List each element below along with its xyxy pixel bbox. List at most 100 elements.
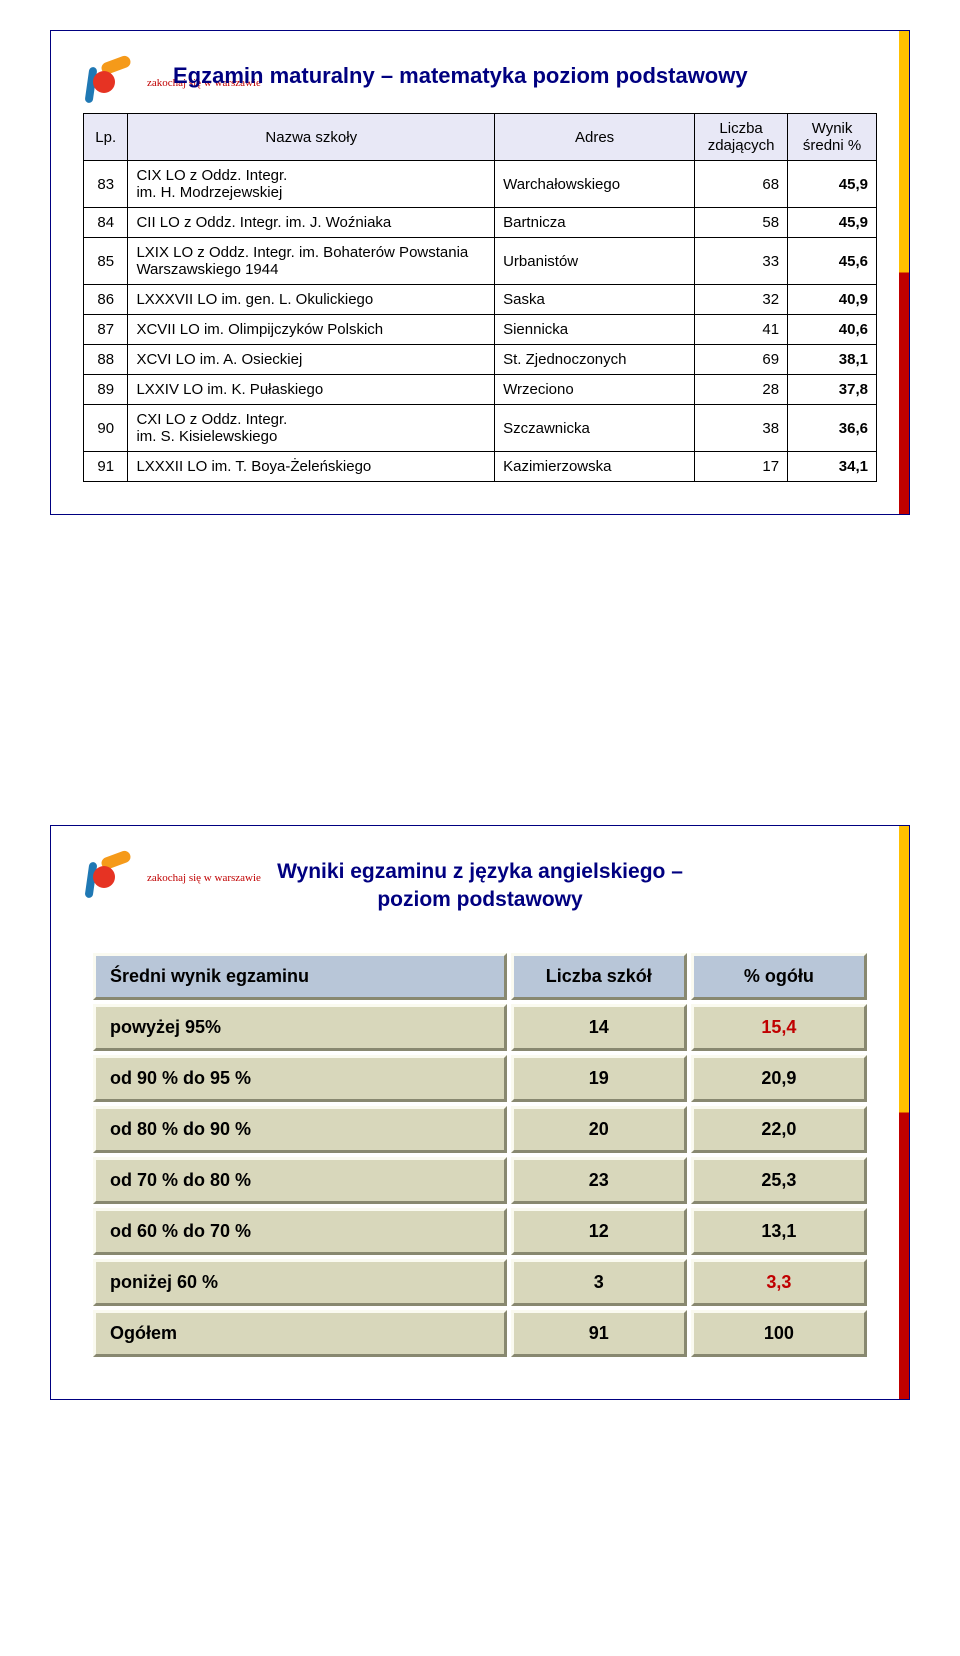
cell-lp: 84 bbox=[84, 208, 128, 238]
cell-count: 58 bbox=[695, 208, 788, 238]
cell-addr: Bartnicza bbox=[495, 208, 695, 238]
cell-lp: 88 bbox=[84, 345, 128, 375]
card-title: Wyniki egzaminu z języka angielskiego – … bbox=[83, 858, 877, 915]
cell-pct: 22,0 bbox=[691, 1106, 867, 1153]
card-title: Egzamin maturalny – matematyka poziom po… bbox=[173, 63, 877, 89]
accent-bar bbox=[899, 826, 909, 1399]
cell-schools: 14 bbox=[511, 1004, 687, 1051]
table-row: 87XCVII LO im. Olimpijczyków PolskichSie… bbox=[84, 315, 877, 345]
cell-range: od 70 % do 80 % bbox=[93, 1157, 507, 1204]
cell-name: CXI LO z Oddz. Integr.im. S. Kisielewski… bbox=[128, 405, 495, 452]
table-row: 83CIX LO z Oddz. Integr.im. H. Modrzejew… bbox=[84, 161, 877, 208]
col-schools: Liczba szkół bbox=[511, 953, 687, 1000]
col-count: Liczba zdających bbox=[695, 114, 788, 161]
cell-pct: 20,9 bbox=[691, 1055, 867, 1102]
table-row: poniżej 60 %33,3 bbox=[93, 1259, 867, 1306]
table-row: 85LXIX LO z Oddz. Integr. im. Bohaterów … bbox=[84, 238, 877, 285]
cell-name: LXXXVII LO im. gen. L. Okulickiego bbox=[128, 285, 495, 315]
cell-addr: Siennicka bbox=[495, 315, 695, 345]
cell-range: poniżej 60 % bbox=[93, 1259, 507, 1306]
card-english-exam: zakochaj się w warszawie Wyniki egzaminu… bbox=[50, 825, 910, 1400]
cell-addr: Wrzeciono bbox=[495, 375, 695, 405]
cell-count: 17 bbox=[695, 452, 788, 482]
cell-schools: 91 bbox=[511, 1310, 687, 1357]
cell-range: Ogółem bbox=[93, 1310, 507, 1357]
col-name: Nazwa szkoły bbox=[128, 114, 495, 161]
cell-name: XCVII LO im. Olimpijczyków Polskich bbox=[128, 315, 495, 345]
cell-addr: Saska bbox=[495, 285, 695, 315]
cell-avg: 45,6 bbox=[788, 238, 877, 285]
cell-addr: Szczawnicka bbox=[495, 405, 695, 452]
cell-name: LXIX LO z Oddz. Integr. im. Bohaterów Po… bbox=[128, 238, 495, 285]
cell-count: 33 bbox=[695, 238, 788, 285]
table-row: 91LXXXII LO im. T. Boya-ŻeleńskiegoKazim… bbox=[84, 452, 877, 482]
cell-addr: Urbanistów bbox=[495, 238, 695, 285]
cell-count: 28 bbox=[695, 375, 788, 405]
cell-schools: 20 bbox=[511, 1106, 687, 1153]
cell-pct: 100 bbox=[691, 1310, 867, 1357]
cell-pct: 15,4 bbox=[691, 1004, 867, 1051]
cell-avg: 38,1 bbox=[788, 345, 877, 375]
table-head-row: Lp. Nazwa szkoły Adres Liczba zdających … bbox=[84, 114, 877, 161]
cell-addr: Kazimierzowska bbox=[495, 452, 695, 482]
cell-name: CIX LO z Oddz. Integr.im. H. Modrzejewsk… bbox=[128, 161, 495, 208]
cell-addr: Warchałowskiego bbox=[495, 161, 695, 208]
cell-schools: 3 bbox=[511, 1259, 687, 1306]
cell-range: od 60 % do 70 % bbox=[93, 1208, 507, 1255]
table-row: 88XCVI LO im. A. OsieckiejSt. Zjednoczon… bbox=[84, 345, 877, 375]
cell-lp: 83 bbox=[84, 161, 128, 208]
logo-icon bbox=[83, 844, 141, 902]
table-head-row: Średni wynik egzaminu Liczba szkół % ogó… bbox=[93, 953, 867, 1000]
cell-count: 32 bbox=[695, 285, 788, 315]
col-lp: Lp. bbox=[84, 114, 128, 161]
cell-lp: 89 bbox=[84, 375, 128, 405]
table-row: 86LXXXVII LO im. gen. L. OkulickiegoSask… bbox=[84, 285, 877, 315]
col-addr: Adres bbox=[495, 114, 695, 161]
results-table: Lp. Nazwa szkoły Adres Liczba zdających … bbox=[83, 113, 877, 482]
accent-bar bbox=[899, 31, 909, 514]
table-row: Ogółem91100 bbox=[93, 1310, 867, 1357]
table-row: 89LXXIV LO im. K. PułaskiegoWrzeciono283… bbox=[84, 375, 877, 405]
col-pct: % ogółu bbox=[691, 953, 867, 1000]
cell-avg: 45,9 bbox=[788, 161, 877, 208]
cell-range: powyżej 95% bbox=[93, 1004, 507, 1051]
cell-lp: 87 bbox=[84, 315, 128, 345]
cell-name: XCVI LO im. A. Osieckiej bbox=[128, 345, 495, 375]
cell-pct: 25,3 bbox=[691, 1157, 867, 1204]
cell-count: 68 bbox=[695, 161, 788, 208]
cell-avg: 45,9 bbox=[788, 208, 877, 238]
cell-lp: 91 bbox=[84, 452, 128, 482]
logo-icon bbox=[83, 49, 141, 107]
table-row: 84CII LO z Oddz. Integr. im. J. Woźniaka… bbox=[84, 208, 877, 238]
col-avg: Wynik średni % bbox=[788, 114, 877, 161]
cell-lp: 90 bbox=[84, 405, 128, 452]
col-range: Średni wynik egzaminu bbox=[93, 953, 507, 1000]
cell-count: 41 bbox=[695, 315, 788, 345]
card-math-exam: zakochaj się w warszawie Egzamin matural… bbox=[50, 30, 910, 515]
table-row: 90CXI LO z Oddz. Integr.im. S. Kisielews… bbox=[84, 405, 877, 452]
cell-avg: 34,1 bbox=[788, 452, 877, 482]
cell-avg: 36,6 bbox=[788, 405, 877, 452]
cell-pct: 3,3 bbox=[691, 1259, 867, 1306]
cell-lp: 86 bbox=[84, 285, 128, 315]
cell-name: CII LO z Oddz. Integr. im. J. Woźniaka bbox=[128, 208, 495, 238]
table-row: od 70 % do 80 %2325,3 bbox=[93, 1157, 867, 1204]
cell-name: LXXXII LO im. T. Boya-Żeleńskiego bbox=[128, 452, 495, 482]
cell-avg: 37,8 bbox=[788, 375, 877, 405]
cell-name: LXXIV LO im. K. Pułaskiego bbox=[128, 375, 495, 405]
table-row: od 80 % do 90 %2022,0 bbox=[93, 1106, 867, 1153]
title-line-2: poziom podstawowy bbox=[377, 888, 582, 911]
cell-range: od 90 % do 95 % bbox=[93, 1055, 507, 1102]
cell-schools: 12 bbox=[511, 1208, 687, 1255]
cell-range: od 80 % do 90 % bbox=[93, 1106, 507, 1153]
logo-text: zakochaj się w warszawie bbox=[147, 872, 261, 884]
table-row: od 60 % do 70 %1213,1 bbox=[93, 1208, 867, 1255]
cell-count: 69 bbox=[695, 345, 788, 375]
cell-pct: 13,1 bbox=[691, 1208, 867, 1255]
cell-schools: 19 bbox=[511, 1055, 687, 1102]
table-row: od 90 % do 95 %1920,9 bbox=[93, 1055, 867, 1102]
cell-lp: 85 bbox=[84, 238, 128, 285]
table-row: powyżej 95%1415,4 bbox=[93, 1004, 867, 1051]
cell-count: 38 bbox=[695, 405, 788, 452]
cell-schools: 23 bbox=[511, 1157, 687, 1204]
